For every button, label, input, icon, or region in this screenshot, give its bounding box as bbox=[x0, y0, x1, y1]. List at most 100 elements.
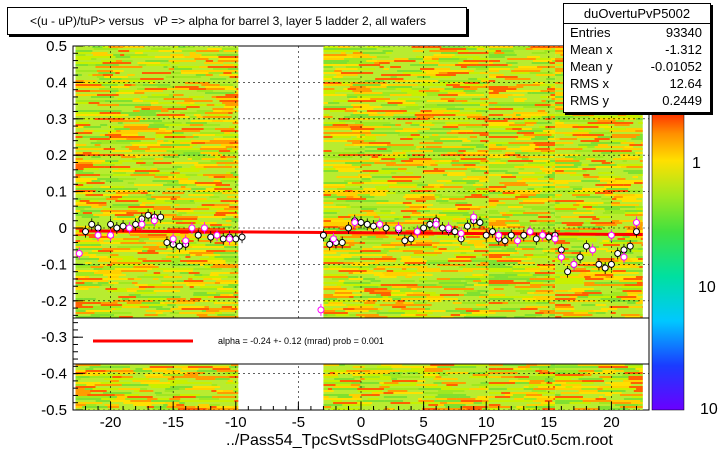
data-point bbox=[113, 224, 121, 232]
stats-value: 12.64 bbox=[669, 76, 702, 91]
data-point bbox=[626, 242, 634, 250]
x-tick-label: -10 bbox=[225, 414, 247, 431]
stats-value: -0.01052 bbox=[650, 59, 702, 74]
colorbar-label-3: 10 bbox=[700, 401, 718, 418]
data-point bbox=[94, 231, 102, 239]
data-point bbox=[107, 231, 115, 239]
data-point bbox=[88, 220, 96, 228]
data-point bbox=[507, 231, 515, 239]
data-point bbox=[551, 235, 559, 243]
y-tick-label: 0.5 bbox=[46, 38, 67, 55]
data-point bbox=[576, 253, 584, 261]
data-point bbox=[570, 260, 578, 268]
data-point bbox=[382, 224, 390, 232]
data-point bbox=[614, 249, 622, 257]
data-point bbox=[451, 228, 459, 236]
data-point bbox=[138, 220, 146, 228]
axes: -20 -15 -10 -5 0 5 10 15 20 -0.5 -0.4 -0.3 -0.2 -0.1 0… bbox=[41, 38, 650, 431]
data-point bbox=[329, 235, 337, 243]
data-point bbox=[514, 237, 522, 245]
data-point bbox=[219, 235, 227, 243]
stats-row-mean-x: Mean x -1.312 bbox=[564, 41, 710, 58]
data-point bbox=[351, 219, 359, 227]
y-tick-label: -0.5 bbox=[41, 402, 67, 419]
data-point bbox=[194, 231, 202, 239]
data-point bbox=[150, 217, 158, 225]
y-tick-label: -0.3 bbox=[41, 329, 67, 346]
x-tick-label: -5 bbox=[292, 414, 305, 431]
stats-key: Entries bbox=[570, 25, 611, 40]
chart-title: <(u - uP)/tuP> versus vP => alpha for ba… bbox=[7, 7, 467, 35]
y-tick-label: 0.1 bbox=[46, 184, 67, 201]
x-tick-label: 5 bbox=[419, 414, 427, 431]
data-point bbox=[370, 222, 378, 230]
data-point bbox=[426, 220, 434, 228]
y-tick-label: 0.2 bbox=[46, 147, 67, 164]
data-point bbox=[620, 253, 628, 261]
data-point bbox=[607, 260, 615, 268]
data-point bbox=[432, 220, 440, 228]
y-tick-label: -0.1 bbox=[41, 256, 67, 273]
legend-text: alpha = -0.24 +- 0.12 (mrad) prob = 0.00… bbox=[218, 336, 384, 346]
y-tick-label: -0.2 bbox=[41, 293, 67, 310]
stats-title: duOvertuPvP5002 bbox=[564, 4, 710, 24]
data-point bbox=[595, 260, 603, 268]
data-point bbox=[520, 231, 528, 239]
y-tick-label: 0.3 bbox=[46, 111, 67, 128]
data-point bbox=[395, 224, 403, 232]
data-point bbox=[344, 224, 352, 232]
data-point bbox=[532, 235, 540, 243]
stats-value: 93340 bbox=[665, 25, 702, 40]
data-point bbox=[539, 231, 547, 239]
data-point bbox=[317, 306, 325, 314]
data-point bbox=[607, 231, 615, 239]
data-point bbox=[144, 211, 152, 219]
data-point bbox=[601, 264, 609, 272]
data-point bbox=[207, 233, 215, 241]
legend-box: alpha = -0.24 +- 0.12 (mrad) prob = 0.00… bbox=[72, 317, 650, 365]
data-point bbox=[445, 224, 453, 232]
data-point bbox=[169, 235, 177, 243]
data-point bbox=[226, 235, 234, 243]
data-point bbox=[582, 242, 590, 250]
x-tick-label: -15 bbox=[162, 414, 184, 431]
data-point bbox=[232, 235, 240, 243]
colorbar-label-1: 1 bbox=[692, 155, 701, 172]
data-point bbox=[589, 246, 597, 254]
footer-filename: ../Pass54_TpcSvtSsdPlotsG40GNFP25rCut0.5… bbox=[226, 432, 613, 449]
data-point bbox=[132, 220, 140, 228]
x-tick-label: -20 bbox=[100, 414, 122, 431]
stats-row-entries: Entries 93340 bbox=[564, 24, 710, 41]
x-tick-label: 15 bbox=[540, 414, 557, 431]
data-point bbox=[407, 235, 415, 243]
stats-key: RMS x bbox=[570, 76, 609, 91]
data-point bbox=[457, 229, 465, 237]
stats-key: Mean x bbox=[570, 42, 613, 57]
data-point bbox=[401, 237, 409, 245]
data-point bbox=[526, 228, 534, 236]
data-point bbox=[470, 213, 478, 221]
stats-row-rms-y: RMS y 0.2449 bbox=[564, 92, 710, 109]
data-point bbox=[326, 240, 334, 248]
data-point bbox=[557, 253, 565, 261]
data-point bbox=[107, 220, 115, 228]
data-point bbox=[319, 231, 327, 239]
stats-row-rms-x: RMS x 12.64 bbox=[564, 75, 710, 92]
y-tick-label: 0 bbox=[59, 220, 67, 237]
data-point bbox=[238, 233, 246, 241]
colorbar bbox=[651, 112, 685, 411]
stats-box: duOvertuPvP5002 Entries 93340 Mean x -1.31… bbox=[563, 3, 711, 113]
data-point bbox=[213, 231, 221, 239]
data-point bbox=[463, 222, 471, 230]
data-point bbox=[200, 224, 208, 232]
data-point bbox=[632, 228, 640, 236]
y-tick-label: -0.4 bbox=[41, 366, 67, 383]
data-point bbox=[564, 268, 572, 276]
data-point bbox=[545, 233, 553, 241]
data-point bbox=[495, 231, 503, 239]
data-point bbox=[182, 237, 190, 245]
data-point bbox=[376, 220, 384, 228]
data-point bbox=[75, 249, 83, 257]
stats-value: -1.312 bbox=[665, 42, 702, 57]
x-tick-label: 10 bbox=[478, 414, 495, 431]
